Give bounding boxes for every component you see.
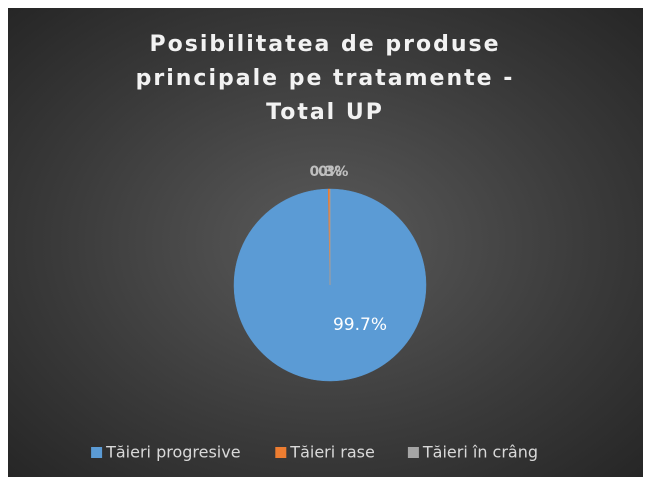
data-label: 0.3% xyxy=(310,164,349,180)
data-label: 0% xyxy=(318,164,342,180)
chart-title: Posibilitatea de produse principale pe t… xyxy=(135,32,515,125)
legend-swatch xyxy=(275,447,287,458)
legend-swatch xyxy=(407,447,419,458)
legend-label: Tăieri în crâng xyxy=(422,443,538,462)
legend-label: Tăieri progresive xyxy=(105,443,240,462)
data-label: 99.7% xyxy=(333,315,387,335)
legend-swatch xyxy=(91,447,103,458)
legend-label: Tăieri rase xyxy=(289,443,375,462)
